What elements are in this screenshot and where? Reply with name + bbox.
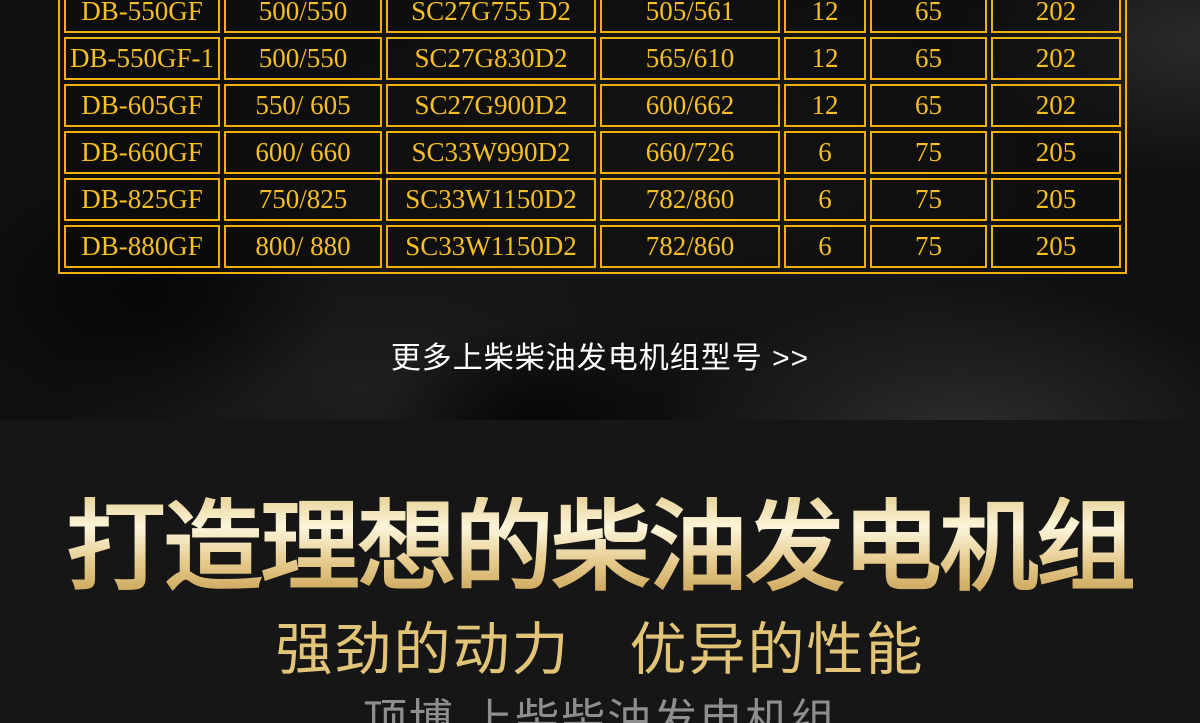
table-cell: DB-660GF [64,131,221,174]
table-cell: 65 [870,84,988,127]
table-cell: 12 [784,0,867,33]
table-row: DB-550GF-1 500/550 SC27G830D2 565/610 12 65 20… [64,37,1122,80]
table-cell: 6 [784,178,867,221]
table-cell: 600/662 [600,84,781,127]
table-cell: SC27G755 D2 [386,0,597,33]
table-cell: SC33W1150D2 [386,225,597,268]
table-row: DB-825GF 750/825 SC33W1150D2 782/860 6 75 205 [64,178,1122,221]
table-cell: 800/ 880 [224,225,383,268]
table-cell: SC27G900D2 [386,84,597,127]
promo-brand-line: 顶博 上柴柴油发电机组 [362,696,838,723]
table-cell: 6 [784,131,867,174]
table-cell: 205 [991,178,1122,221]
table-row: DB-880GF 800/ 880 SC33W1150D2 782/860 6 75 205 [64,225,1122,268]
table-cell: SC27G830D2 [386,37,597,80]
promo-section [0,420,1200,723]
generator-spec-table: DB-550GF 500/550 SC27G755 D2 505/561 12 65 202… [58,0,1128,274]
table-cell: 500/550 [224,0,383,33]
table-cell: SC33W990D2 [386,131,597,174]
table-cell: 6 [784,225,867,268]
table-cell: 505/561 [600,0,781,33]
table-cell: 202 [991,0,1122,33]
table-cell: 75 [870,131,988,174]
table-cell: 12 [784,84,867,127]
table-cell: DB-825GF [64,178,221,221]
table-cell: 565/610 [600,37,781,80]
table-cell: DB-550GF [64,0,221,33]
promo-heading: 打造理想的柴油发电机组 [0,496,1200,598]
table-cell: DB-880GF [64,225,221,268]
table-row: DB-605GF 550/ 605 SC27G900D2 600/662 12 65 202 [64,84,1122,127]
hero-section: DB-550GF 500/550 SC27G755 D2 505/561 12 65 202… [0,0,1200,420]
table-row: DB-660GF 600/ 660 SC33W990D2 660/726 6 75 205 [64,131,1122,174]
table-cell: 75 [870,225,988,268]
table-cell: DB-605GF [64,84,221,127]
table-cell: 550/ 605 [224,84,383,127]
table-cell: DB-550GF-1 [64,37,221,80]
table-cell: 65 [870,37,988,80]
table-cell: SC33W1150D2 [386,178,597,221]
table-cell: 12 [784,37,867,80]
table-cell: 202 [991,84,1122,127]
more-models-link[interactable]: 更多上柴柴油发电机组型号 >> [390,342,810,375]
table-cell: 782/860 [600,178,781,221]
table-cell: 205 [991,225,1122,268]
table-cell: 205 [991,131,1122,174]
promo-subheading: 强劲的动力 优异的性能 [275,618,925,682]
table-cell: 600/ 660 [224,131,383,174]
table-cell: 750/825 [224,178,383,221]
table-cell: 65 [870,0,988,33]
table-cell: 500/550 [224,37,383,80]
table-cell: 202 [991,37,1122,80]
table-cell: 660/726 [600,131,781,174]
spec-table-body: DB-550GF 500/550 SC27G755 D2 505/561 12 65 202… [64,0,1122,268]
table-cell: 75 [870,178,988,221]
table-cell: 782/860 [600,225,781,268]
table-row: DB-550GF 500/550 SC27G755 D2 505/561 12 65 202 [64,0,1122,33]
